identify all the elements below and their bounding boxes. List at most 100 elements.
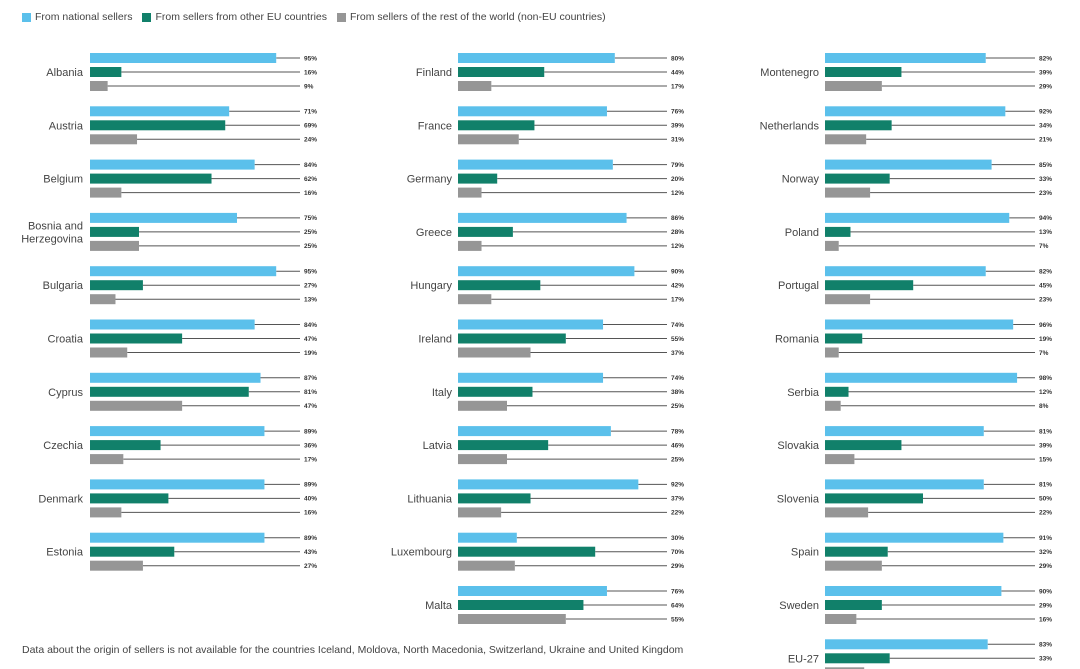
bar-finland-national: [458, 53, 615, 63]
category-label-finland: Finland: [416, 67, 452, 79]
category-label-france: France: [418, 120, 452, 132]
category-label-spain: Spain: [791, 547, 819, 559]
value-label-austria-national: 71%: [304, 109, 317, 116]
value-label-latvia-other-eu: 46%: [671, 442, 684, 449]
value-label-estonia-national: 89%: [304, 535, 317, 542]
value-label-luxembourg-national: 30%: [671, 535, 684, 542]
value-label-serbia-other-eu: 12%: [1039, 389, 1052, 396]
group-spain: 91% 32% 29% Spain: [791, 532, 1052, 571]
category-label-bosnia-and-herzegovina: Bosnia and Herzegovina: [21, 220, 84, 245]
value-label-czechia-non-eu: 17%: [304, 456, 317, 463]
bar-luxembourg-non-eu: [458, 560, 515, 571]
bar-portugal-non-eu: [825, 294, 871, 305]
value-label-finland-national: 80%: [671, 55, 684, 62]
value-label-czechia-national: 89%: [304, 428, 317, 435]
value-label-estonia-other-eu: 43%: [304, 549, 317, 556]
value-label-bosnia-and-herzegovina-non-eu: 25%: [304, 243, 317, 250]
bar-ireland-other-eu: [458, 333, 566, 344]
value-label-portugal-national: 82%: [1039, 269, 1052, 276]
bar-germany-national: [458, 159, 613, 170]
value-label-france-other-eu: 39%: [671, 123, 684, 130]
bar-poland-national: [825, 212, 1010, 223]
value-label-slovakia-non-eu: 15%: [1039, 456, 1052, 463]
legend-label-other-eu: From sellers from other EU countries: [155, 11, 328, 23]
value-label-malta-national: 76%: [671, 588, 684, 595]
bar-ireland-non-eu: [458, 347, 531, 358]
bar-estonia-non-eu: [90, 560, 143, 571]
value-label-montenegro-national: 82%: [1039, 55, 1052, 62]
legend-swatch-other-eu: [142, 12, 152, 22]
group-austria: 71% 69% 24% Austria: [49, 106, 317, 145]
value-label-netherlands-other-eu: 34%: [1039, 123, 1052, 130]
bar-romania-non-eu: [825, 347, 839, 358]
bar-cyprus-other-eu: [90, 386, 249, 397]
bar-greece-non-eu: [458, 240, 482, 251]
bar-malta-non-eu: [458, 614, 566, 624]
group-lithuania: 92% 37% 22% Lithuania: [407, 479, 684, 518]
legend-swatch-non-eu: [337, 12, 347, 22]
group-germany: 79% 20% 12% Germany: [407, 159, 684, 198]
bar-poland-other-eu: [825, 226, 851, 237]
bar-france-non-eu: [458, 134, 519, 145]
category-label-luxembourg: Luxembourg: [391, 547, 452, 559]
value-label-latvia-non-eu: 25%: [671, 456, 684, 463]
value-label-lithuania-other-eu: 37%: [671, 496, 684, 503]
bar-bosnia-and-herzegovina-other-eu: [90, 226, 139, 237]
value-label-bulgaria-non-eu: 13%: [304, 297, 317, 304]
value-label-greece-non-eu: 12%: [671, 243, 684, 250]
group-eu-27: 83%33%20%EU-27: [788, 639, 1052, 669]
category-label-netherlands: Netherlands: [760, 120, 820, 132]
value-label-croatia-non-eu: 19%: [304, 350, 317, 357]
group-netherlands: 92% 34% 21% Netherlands: [760, 106, 1052, 145]
category-label-sweden: Sweden: [779, 600, 819, 612]
bar-montenegro-non-eu: [825, 81, 882, 91]
category-label-austria: Austria: [49, 120, 84, 132]
bar-romania-national: [825, 319, 1014, 330]
group-malta: 76% 64% 55% Malta: [425, 586, 684, 624]
bar-italy-other-eu: [458, 386, 533, 397]
bar-greece-other-eu: [458, 226, 513, 237]
category-label-latvia: Latvia: [423, 440, 453, 452]
value-label-bosnia-and-herzegovina-national: 75%: [304, 215, 317, 222]
bar-latvia-other-eu: [458, 440, 549, 451]
bar-norway-national: [825, 159, 992, 170]
group-serbia: 98% 12% 8% Serbia: [787, 372, 1052, 411]
bar-croatia-other-eu: [90, 333, 183, 344]
bar-austria-non-eu: [90, 134, 138, 145]
bar-czechia-other-eu: [90, 440, 161, 451]
bar-cyprus-non-eu: [90, 400, 183, 411]
legend-item-non-eu: From sellers of the rest of the world (n…: [337, 11, 606, 23]
category-label-lithuania: Lithuania: [407, 493, 453, 505]
value-label-austria-non-eu: 24%: [304, 137, 317, 144]
group-portugal: 82% 45% 23% Portugal: [778, 266, 1052, 305]
bar-netherlands-other-eu: [825, 120, 892, 131]
value-label-sweden-non-eu: 16%: [1039, 616, 1052, 623]
value-label-czechia-other-eu: 36%: [304, 442, 317, 449]
category-label-ireland: Ireland: [418, 334, 452, 346]
value-label-austria-other-eu: 69%: [304, 123, 317, 130]
value-label-belgium-non-eu: 16%: [304, 190, 317, 197]
group-montenegro: 82% 39% 29% Montenegro: [760, 53, 1052, 91]
value-label-montenegro-other-eu: 39%: [1039, 69, 1052, 76]
value-label-spain-non-eu: 29%: [1039, 563, 1052, 570]
bar-montenegro-national: [825, 53, 986, 63]
bar-ireland-national: [458, 319, 604, 330]
value-label-slovakia-other-eu: 39%: [1039, 442, 1052, 449]
value-label-france-national: 76%: [671, 109, 684, 116]
value-label-slovakia-national: 81%: [1039, 428, 1052, 435]
category-label-czechia: Czechia: [43, 440, 84, 452]
bar-slovakia-national: [825, 426, 984, 437]
value-label-serbia-national: 98%: [1039, 375, 1052, 382]
value-label-malta-other-eu: 64%: [671, 602, 684, 609]
bar-croatia-non-eu: [90, 347, 128, 358]
bar-serbia-other-eu: [825, 386, 849, 397]
value-label-eu-27-other-eu: 33%: [1039, 656, 1052, 663]
bar-portugal-other-eu: [825, 280, 914, 291]
bar-eu-27-other-eu: [825, 653, 890, 664]
bar-hungary-national: [458, 266, 635, 277]
bar-hungary-other-eu: [458, 280, 541, 291]
bar-portugal-national: [825, 266, 986, 277]
value-label-lithuania-national: 92%: [671, 482, 684, 489]
bar-france-other-eu: [458, 120, 535, 131]
bar-luxembourg-other-eu: [458, 546, 596, 557]
